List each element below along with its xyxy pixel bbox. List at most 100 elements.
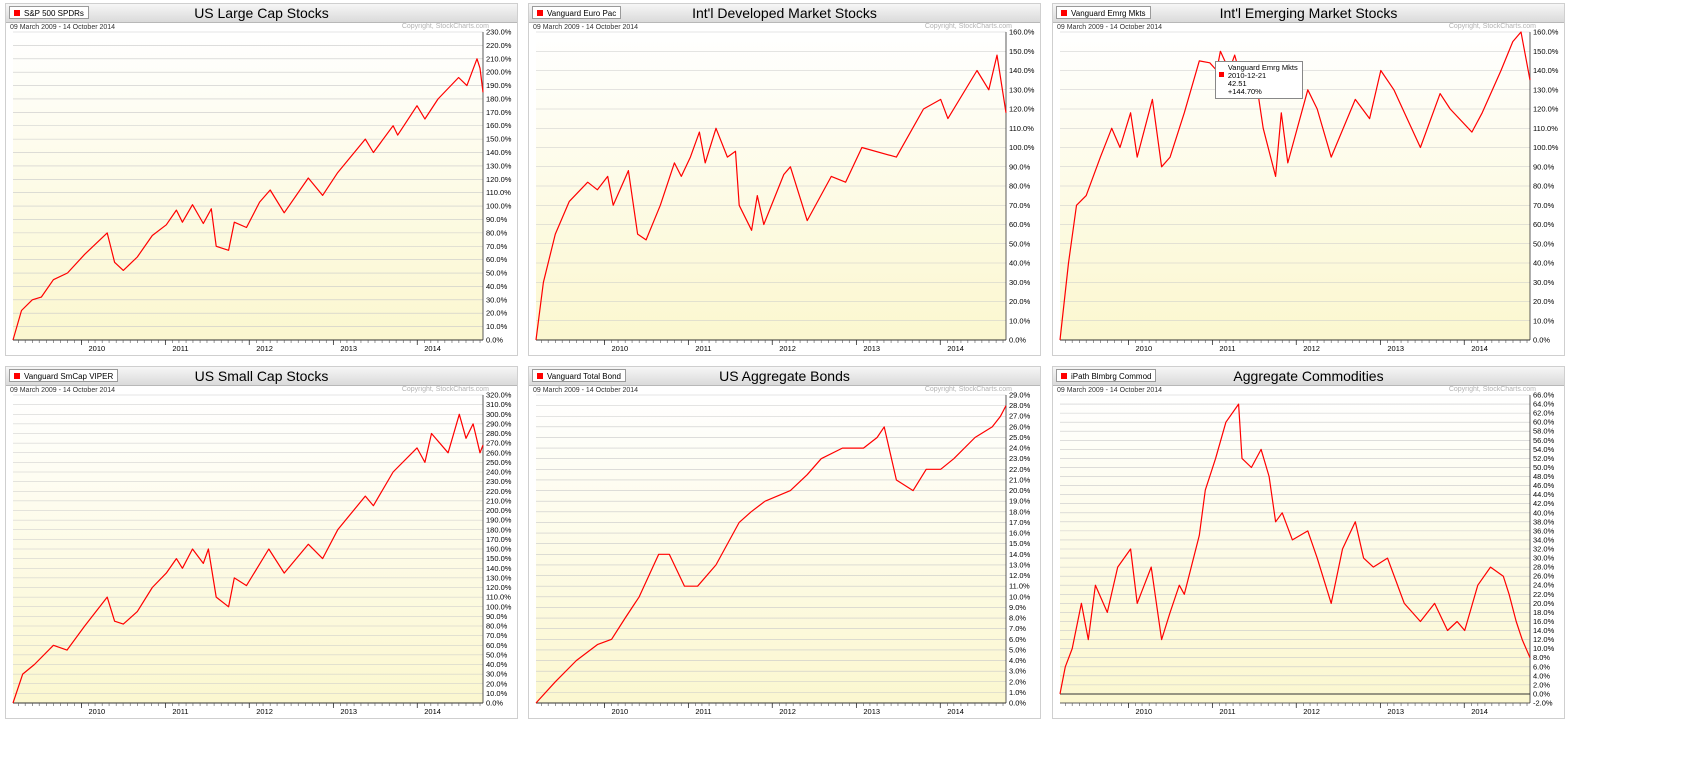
y-tick-label: 36.0% (1533, 526, 1555, 535)
y-tick-label: 46.0% (1533, 481, 1555, 490)
y-tick-label: 320.0% (486, 391, 512, 400)
legend-label: Vanguard Euro Pac (547, 9, 617, 18)
y-tick-label: 12.0% (1009, 571, 1031, 580)
y-tick-label: 24.0% (1533, 581, 1555, 590)
x-tick-label: 2014 (947, 707, 964, 716)
y-tick-label: 130.0% (1533, 85, 1559, 94)
legend-swatch (1061, 373, 1067, 379)
y-tick-label: 22.0% (1009, 465, 1031, 474)
legend-swatch (14, 373, 20, 379)
y-tick-label: 14.0% (1533, 626, 1555, 635)
x-tick-label: 2011 (172, 344, 188, 353)
y-tick-label: 60.0% (1009, 220, 1031, 229)
tooltip-change: +144.70% (1227, 86, 1262, 96)
series-line (535, 405, 1007, 704)
y-tick-label: 0.0% (1533, 689, 1550, 698)
y-tick-label: 20.0% (1533, 297, 1555, 306)
y-tick-label: 160.0% (1533, 28, 1559, 37)
y-tick-label: 42.0% (1533, 499, 1555, 508)
x-tick-label: 2013 (863, 707, 880, 716)
y-tick-label: 230.0% (486, 477, 512, 486)
chart-title: Int'l Emerging Market Stocks (1219, 5, 1398, 21)
y-tick-label: 30.0% (1009, 278, 1031, 287)
chart-titlebar: Aggregate Commodities iPath Blmbrg Commod (1053, 367, 1564, 386)
y-tick-label: 180.0% (486, 525, 512, 534)
y-tick-label: 18.0% (1009, 507, 1031, 516)
x-tick-label: 2011 (695, 707, 711, 716)
y-tick-label: 140.0% (1009, 66, 1035, 75)
line-chart: 0.0%10.0%20.0%30.0%40.0%50.0%60.0%70.0%8… (1059, 28, 1559, 353)
y-tick-label: 20.0% (1533, 599, 1555, 608)
legend-button[interactable]: iPath Blmbrg Commod (1056, 369, 1157, 382)
y-tick-label: 4.0% (1009, 656, 1026, 665)
y-tick-label: 0.0% (1009, 699, 1026, 708)
x-tick-label: 2013 (1387, 344, 1404, 353)
x-tick-label: 2013 (863, 344, 880, 353)
chart-title: US Aggregate Bonds (719, 368, 850, 384)
y-tick-label: 16.0% (1533, 617, 1555, 626)
copyright-note: Copyright, StockCharts.com (924, 386, 1012, 393)
y-tick-label: 60.0% (486, 255, 508, 264)
chart-title: Aggregate Commodities (1233, 368, 1384, 384)
plot-area (536, 395, 1006, 703)
x-tick-label: 2010 (88, 344, 105, 353)
x-tick-label: 2012 (256, 707, 273, 716)
date-range: 09 March 2009 - 14 October 2014 (533, 24, 639, 31)
y-tick-label: 260.0% (486, 448, 512, 457)
line-chart: 0.0%10.0%20.0%30.0%40.0%50.0%60.0%70.0%8… (12, 391, 512, 716)
y-tick-label: 18.0% (1533, 608, 1555, 617)
chart-panel: US Aggregate Bonds Vanguard Total Bond 09 … (528, 366, 1041, 719)
y-tick-label: 50.0% (486, 650, 508, 659)
y-tick-label: 28.0% (1533, 563, 1555, 572)
y-tick-label: 150.0% (486, 554, 512, 563)
y-tick-label: 24.0% (1009, 444, 1031, 453)
y-tick-label: 30.0% (1533, 278, 1555, 287)
x-tick-label: 2011 (172, 707, 188, 716)
y-tick-label: 250.0% (486, 458, 512, 467)
legend-swatch (14, 10, 20, 16)
y-tick-label: 20.0% (486, 309, 508, 318)
tooltip-swatch (1218, 71, 1224, 77)
y-tick-label: 20.0% (1009, 297, 1031, 306)
y-tick-label: 70.0% (1533, 201, 1555, 210)
y-tick-label: 0.0% (486, 336, 503, 345)
y-tick-label: 10.0% (486, 689, 508, 698)
y-tick-label: 10.0% (1533, 644, 1555, 653)
chart-titlebar: Int'l Emerging Market Stocks Vanguard Emr… (1053, 4, 1564, 23)
legend-button[interactable]: Vanguard Euro Pac (532, 6, 622, 19)
y-tick-label: 160.0% (486, 545, 512, 554)
x-tick-label: 2012 (1303, 344, 1320, 353)
x-tick-label: 2010 (611, 344, 628, 353)
y-tick-label: 10.0% (1009, 316, 1031, 325)
y-tick-label: 40.0% (486, 282, 508, 291)
y-tick-label: 17.0% (1009, 518, 1031, 527)
y-tick-label: 140.0% (486, 564, 512, 573)
x-tick-label: 2013 (340, 707, 357, 716)
chart-panel: Aggregate Commodities iPath Blmbrg Commod… (1052, 366, 1565, 719)
y-tick-label: 28.0% (1009, 401, 1031, 410)
y-tick-label: 180.0% (486, 94, 512, 103)
y-tick-label: 270.0% (486, 439, 512, 448)
legend-swatch (537, 10, 543, 16)
y-tick-label: 1.0% (1009, 688, 1026, 697)
copyright-note: Copyright, StockCharts.com (401, 23, 489, 30)
legend-button[interactable]: Vanguard Emrg Mkts (1056, 6, 1151, 19)
date-range: 09 March 2009 - 14 October 2014 (10, 387, 116, 394)
y-tick-label: 32.0% (1533, 545, 1555, 554)
chart-titlebar: US Large Cap Stocks S&P 500 SPDRs (6, 4, 517, 23)
y-tick-label: 70.0% (486, 242, 508, 251)
y-tick-label: 50.0% (486, 269, 508, 278)
y-tick-label: 70.0% (1009, 201, 1031, 210)
chart-titlebar: Int'l Developed Market Stocks Vanguard Eu… (529, 4, 1040, 23)
y-tick-label: 58.0% (1533, 427, 1555, 436)
legend-button[interactable]: S&P 500 SPDRs (9, 6, 89, 19)
copyright-note: Copyright, StockCharts.com (1448, 23, 1536, 30)
y-tick-label: 22.0% (1533, 590, 1555, 599)
y-tick-label: 30.0% (486, 295, 508, 304)
legend-button[interactable]: Vanguard SmCap VIPER (9, 369, 119, 382)
copyright-note: Copyright, StockCharts.com (1448, 386, 1536, 393)
y-tick-label: 26.0% (1009, 422, 1031, 431)
y-tick-label: 60.0% (486, 641, 508, 650)
line-chart: -2.0%0.0%2.0%4.0%6.0%8.0%10.0%12.0%14.0%… (1059, 391, 1555, 716)
legend-button[interactable]: Vanguard Total Bond (532, 369, 626, 382)
